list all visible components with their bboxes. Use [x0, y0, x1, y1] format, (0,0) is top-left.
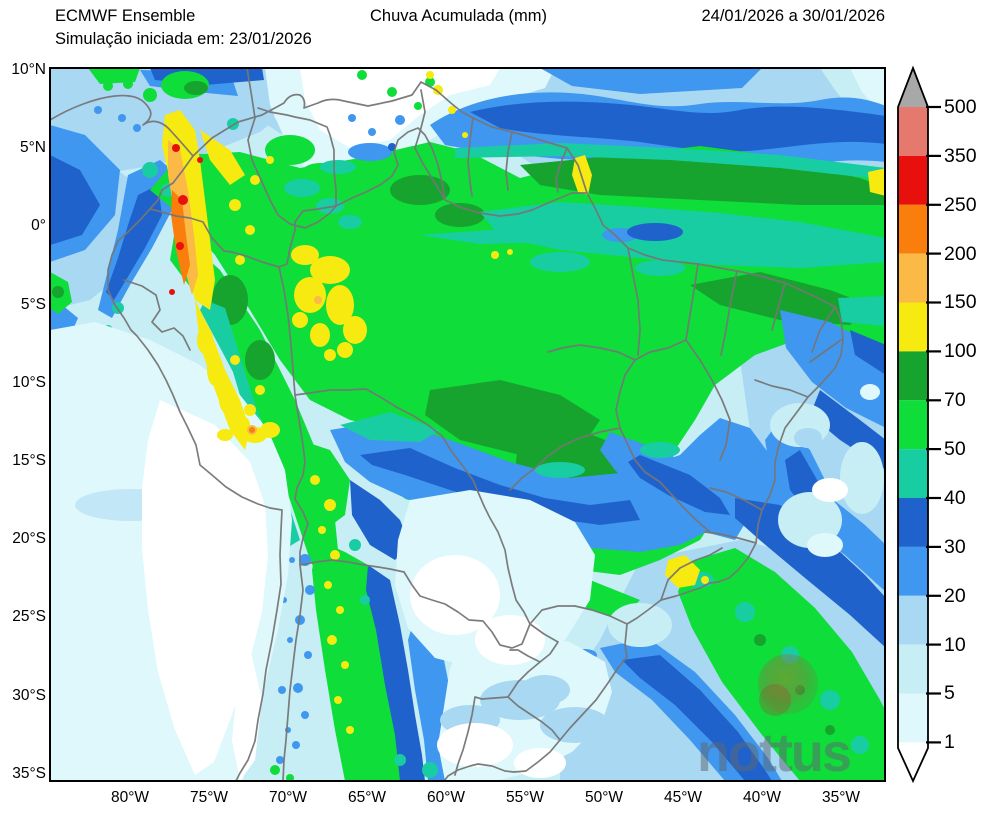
colorbar-tick-label: 20	[944, 585, 966, 607]
colorbar-segment	[898, 155, 928, 205]
colorbar-segment	[898, 253, 928, 303]
init-time-label: Simulação iniciada em: 23/01/2026	[55, 30, 312, 48]
colorbar-tick-label: 100	[944, 340, 977, 362]
lon-tick-label: 75°W	[189, 789, 229, 806]
colorbar-segment	[898, 498, 928, 547]
colorbar-tick-label: 350	[944, 145, 977, 167]
lat-tick-label: 30°S	[12, 687, 46, 704]
lat-tick-label: 35°S	[12, 765, 46, 782]
variable-title: Chuva Acumulada (mm)	[370, 7, 547, 25]
layer-rain-200-250	[171, 190, 255, 433]
colorbar-tick-label: 150	[944, 291, 977, 313]
colorbar-segment	[898, 449, 928, 498]
colorbar-segment	[898, 302, 928, 352]
lon-tick-label: 35°W	[821, 789, 861, 806]
lat-tick-label: 5°S	[20, 296, 46, 313]
layer-rain-30-40b	[350, 143, 884, 780]
lon-tick-label: 55°W	[505, 789, 545, 806]
lat-tick-label: 10°S	[12, 374, 46, 391]
colorbar-over-arrow	[898, 68, 928, 107]
colorbar-segment	[898, 351, 928, 401]
lon-tick-label: 60°W	[426, 789, 466, 806]
colorbar-tick-label: 5	[944, 682, 955, 704]
layer-rain-under	[300, 69, 500, 148]
colorbar-segment	[898, 693, 928, 743]
lon-tick-label: 40°W	[742, 789, 782, 806]
colorbar-tick-label: 50	[944, 438, 966, 460]
lon-tick-label: 80°W	[110, 789, 150, 806]
valid-period-label: 24/01/2026 a 30/01/2026	[701, 7, 885, 25]
map-frame	[49, 67, 886, 782]
lon-tick-label: 70°W	[268, 789, 308, 806]
lon-tick-label: 45°W	[663, 789, 703, 806]
layer-rain-250-350	[169, 144, 203, 295]
colorbar-segment	[898, 546, 928, 596]
colorbar-segment	[898, 644, 928, 694]
colorbar-segment	[898, 400, 928, 450]
country-borders	[51, 69, 844, 780]
model-title: ECMWF Ensemble	[55, 7, 196, 25]
lon-tick-label: 65°W	[347, 789, 387, 806]
colorbar-tick-label: 250	[944, 194, 977, 216]
colorbar-tick-label: 30	[944, 536, 966, 558]
colorbar-tick-label: 70	[944, 389, 966, 411]
lat-tick-label: 15°S	[12, 452, 46, 469]
lat-tick-label: 25°S	[12, 608, 46, 625]
colorbar-tick-label: 200	[944, 243, 977, 265]
watermark-logo-text: nottus	[697, 723, 852, 783]
colorbar-segment	[898, 107, 928, 156]
colorbar-segment	[898, 204, 928, 254]
colorbar-segment	[898, 595, 928, 645]
colorbar-tick-label: 500	[944, 96, 977, 118]
colorbar-tick-label: 10	[944, 634, 966, 656]
colorbar-ticks	[926, 105, 941, 744]
colorbar-under-arrow	[898, 742, 928, 781]
colorbar-tick-label: 40	[944, 487, 966, 509]
layer-rain-70-100	[52, 81, 884, 735]
lat-tick-label: 0°	[31, 217, 46, 234]
watermark-sphere-tint	[759, 684, 791, 716]
lat-tick-label: 10°N	[11, 61, 46, 78]
lat-tick-label: 5°N	[19, 139, 46, 156]
lon-tick-label: 50°W	[584, 789, 624, 806]
watermark-sphere	[758, 654, 818, 714]
colorbar-tick-label: 1	[944, 731, 955, 753]
colorbar	[897, 65, 941, 784]
lat-tick-label: 20°S	[12, 530, 46, 547]
